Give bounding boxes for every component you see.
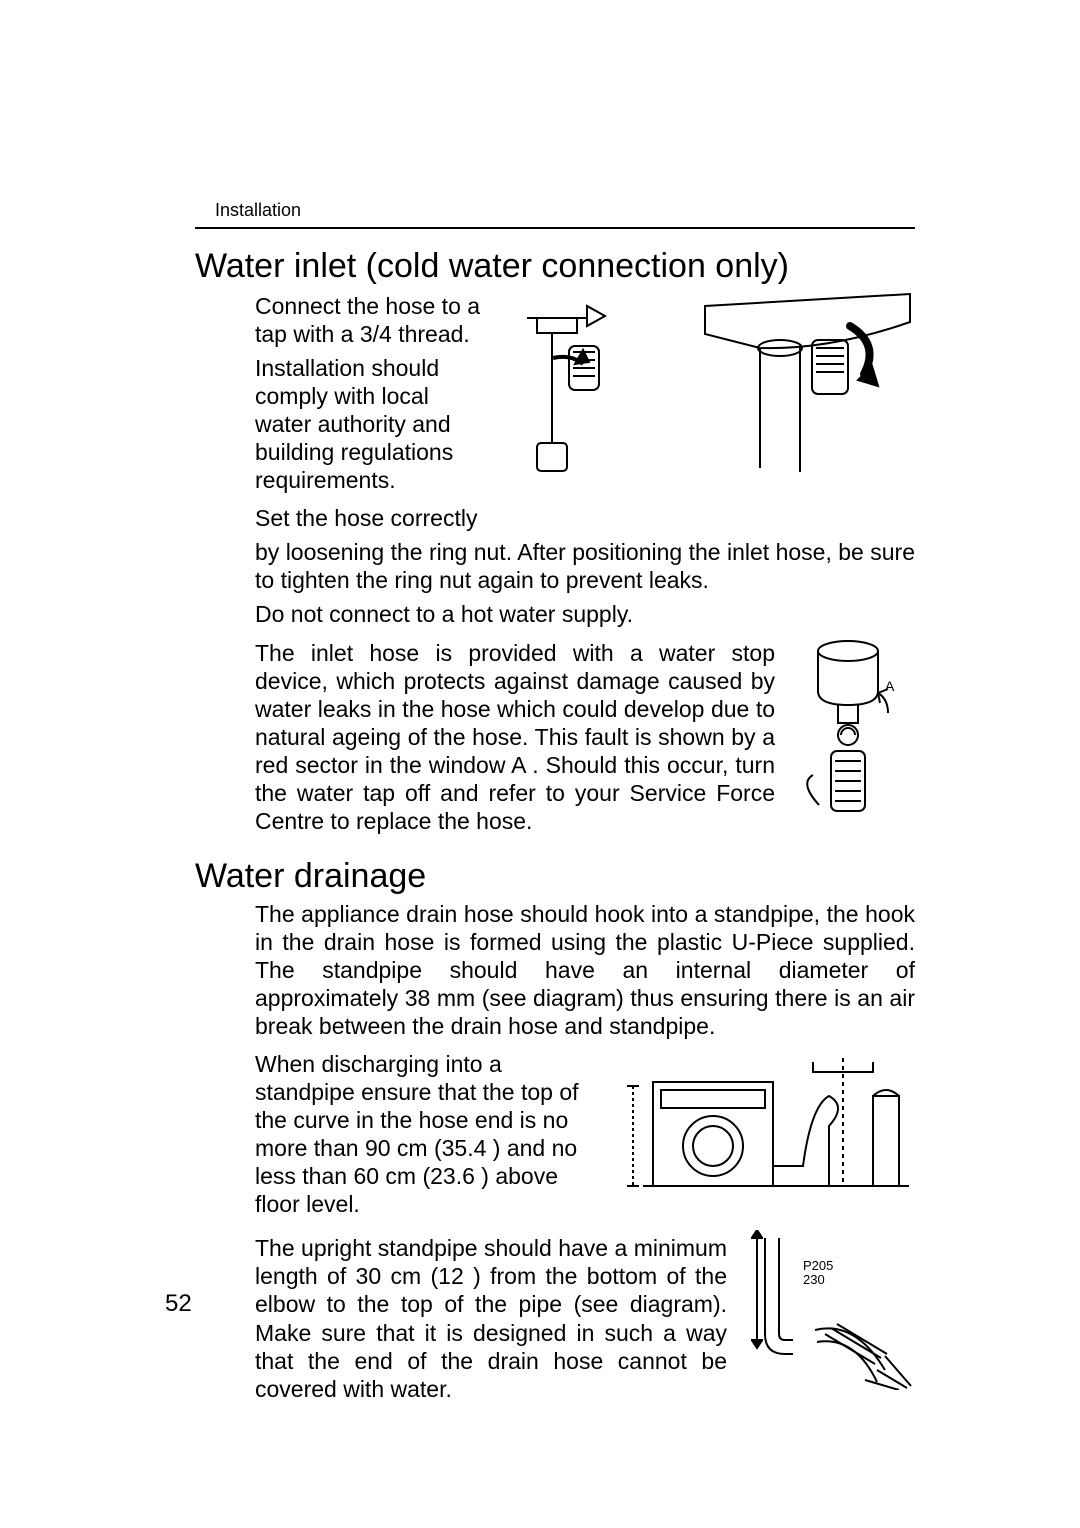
washer-drain-diagram-icon xyxy=(613,1046,913,1201)
para-install-comply: Installation should comply with local wa… xyxy=(255,354,489,494)
row-drain-height: When discharging into a standpipe ensure… xyxy=(255,1046,915,1224)
page-number: 52 xyxy=(165,1290,192,1318)
para-no-hot: Do not connect to a hot water supply. xyxy=(255,600,915,628)
pipe-h-label: 230 xyxy=(803,1272,825,1287)
water-stop-label-a: A xyxy=(885,678,895,694)
tap-connection-icon xyxy=(507,288,682,483)
para-standpipe-min: The upright standpipe should have a mini… xyxy=(255,1234,727,1402)
top-rule xyxy=(195,227,915,229)
para-ring-nut: by loosening the ring nut. After positio… xyxy=(255,538,915,594)
row-standpipe-min: The upright standpipe should have a mini… xyxy=(255,1230,915,1408)
standpipe-detail-icon: P205 230 xyxy=(745,1230,915,1390)
para-connect-hose: Connect the hose to a tap with a 3/4 thr… xyxy=(255,292,489,348)
para-set-hose: Set the hose correctly xyxy=(255,504,915,532)
running-head: Installation xyxy=(215,200,915,221)
section-water-inlet-title: Water inlet (cold water connection only) xyxy=(195,247,915,286)
section-water-drainage-body: The appliance drain hose should hook int… xyxy=(255,900,915,1409)
water-stop-device-icon: A xyxy=(793,635,903,825)
para-drain-standpipe: The appliance drain hose should hook int… xyxy=(255,900,915,1040)
section-water-inlet-body: Connect the hose to a tap with a 3/4 thr… xyxy=(255,288,915,841)
section-water-drainage-title: Water drainage xyxy=(195,857,915,896)
page: Installation Water inlet (cold water con… xyxy=(0,0,1080,1528)
row-water-stop: The inlet hose is provided with a water … xyxy=(255,635,915,841)
para-drain-height: When discharging into a standpipe ensure… xyxy=(255,1050,595,1218)
para-water-stop: The inlet hose is provided with a water … xyxy=(255,639,775,835)
pipe-dia-label: P205 xyxy=(803,1258,833,1273)
sink-hose-icon xyxy=(700,288,915,483)
row-tap-connection: Connect the hose to a tap with a 3/4 thr… xyxy=(255,288,915,500)
